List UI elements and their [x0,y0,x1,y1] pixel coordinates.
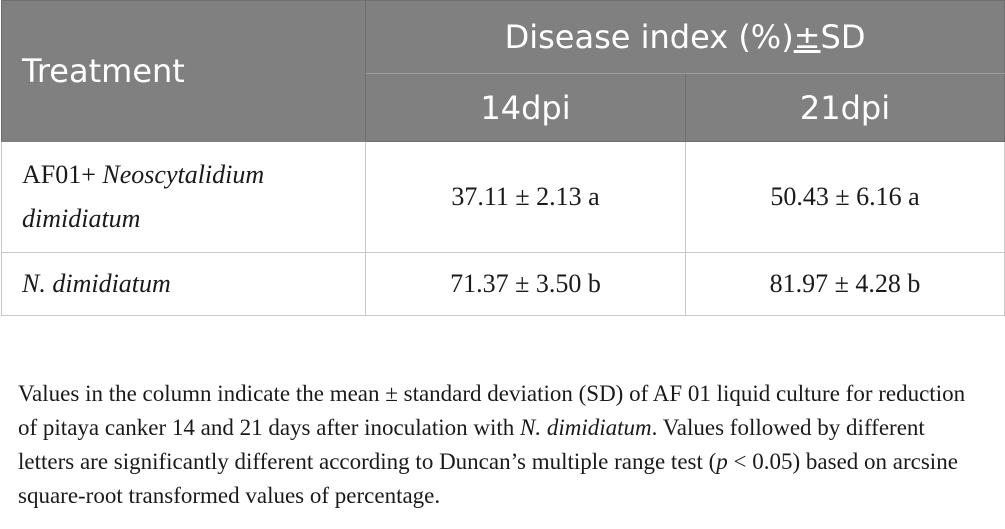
footnote-text-2: . Values followed by different letters a… [18,415,925,474]
header-plus-minus: ± [793,18,821,56]
treatment-cell: AF01+ Neoscytalidium dimidiatum [1,141,366,253]
table-footnote: Values in the column indicate the mean ±… [18,377,978,513]
results-table: Treatment Disease index (%)±SD 14dpi 21d… [1,0,1005,316]
header-disease-index-prefix: Disease index (%) [504,18,794,56]
value-14dpi: 71.37 ± 3.50 b [365,252,686,316]
header-treatment: Treatment [1,0,366,142]
treatment-cell: N. dimidiatum [1,252,366,316]
value-21dpi: 50.43 ± 6.16 a [684,141,1005,253]
footnote-text-3: < 0.05) based on arcsine square-root tra… [18,449,958,508]
footnote-text-1: Values in the column indicate the mean ±… [18,381,966,440]
header-row-group: Treatment Disease index (%)±SD [1,0,1005,142]
value-14dpi: 37.11 ± 2.13 a [365,141,686,253]
treatment-italic: N. dimidiatum [22,269,171,298]
header-row-sub: 14dpi 21dpi [2,73,1005,142]
header-disease-index: Disease index (%)±SD [364,0,1005,74]
treatment-italic: Neoscytalidium dimidiatum [22,160,265,233]
header-sd: SD [820,18,866,56]
table-row: AF01+ Neoscytalidium dimidiatum 37.11 ± … [1,141,1005,253]
footnote-italic-1: N. dimidiatum [520,415,652,440]
footnote-italic-2: p [716,449,728,474]
header-21dpi: 21dpi [684,73,1005,142]
value-21dpi: 81.97 ± 4.28 b [684,252,1005,316]
header-14dpi: 14dpi [365,73,686,142]
treatment-plain: AF01+ [22,160,103,189]
table-row: N. dimidiatum 71.37 ± 3.50 b 81.97 ± 4.2… [1,252,1005,316]
